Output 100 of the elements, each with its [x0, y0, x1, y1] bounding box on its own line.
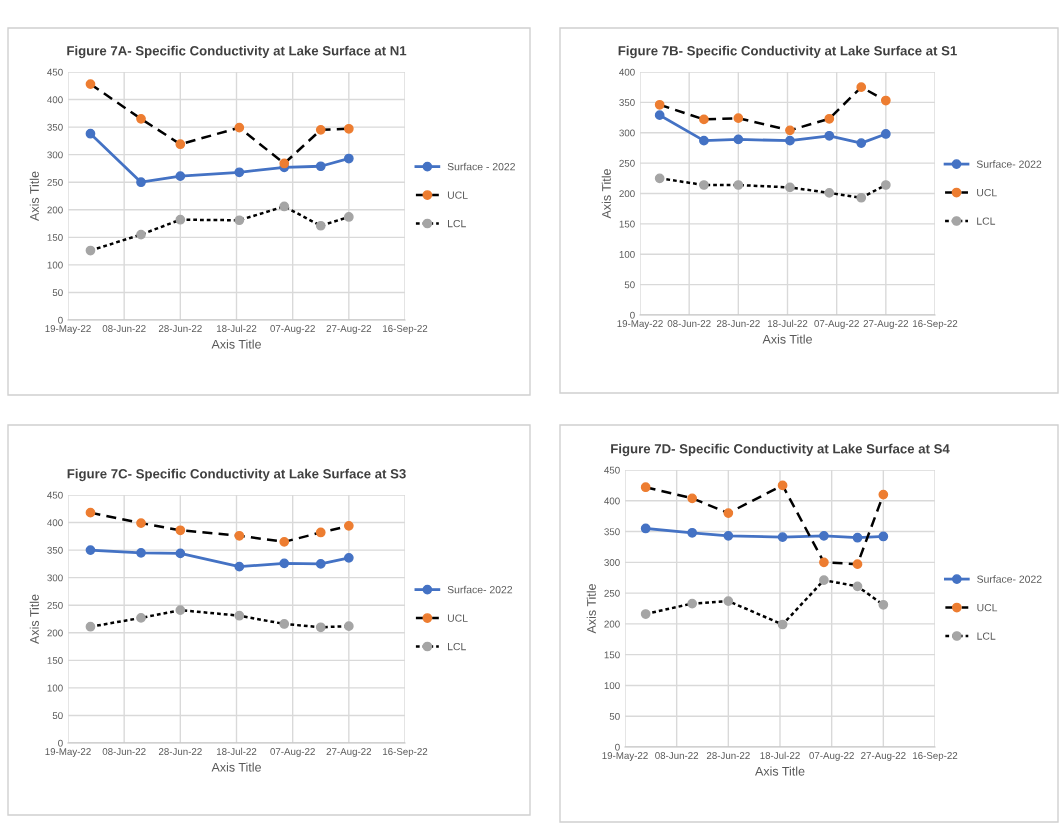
y-tick-label: 450	[47, 491, 63, 499]
x-tick-label: 27-Aug-22	[861, 752, 906, 761]
y-tick-label: 150	[47, 657, 63, 664]
x-tick-label: 08-Jun-22	[667, 320, 711, 327]
point	[856, 82, 867, 93]
point	[315, 125, 326, 135]
point	[824, 188, 835, 198]
point	[699, 114, 709, 125]
point	[136, 518, 146, 528]
point	[315, 527, 326, 538]
x-tick-label: 16-Sep-22	[383, 748, 428, 757]
y-tick-label: 50	[52, 712, 63, 720]
point	[687, 493, 698, 504]
y-tick-label: 400	[604, 497, 620, 505]
y-tick-label: 450	[604, 466, 620, 474]
y-axis-title: Axis Title	[29, 594, 39, 644]
legend-label: LCL	[977, 632, 996, 640]
point	[343, 621, 354, 632]
x-axis-title: Axis Title	[211, 339, 261, 349]
point	[819, 575, 829, 586]
y-tick-label: 400	[47, 96, 63, 104]
point	[699, 180, 709, 190]
x-tick-label: 18-Jul-22	[216, 747, 257, 755]
y-tick-label: 250	[47, 601, 63, 609]
point	[279, 558, 290, 569]
chart-title: Figure 7C- Specific Conductivity at Lake Surface at S3	[67, 468, 406, 482]
y-tick-label: 400	[47, 519, 63, 527]
y-tick-label: 300	[619, 129, 635, 137]
legend-label: Surface- 2022	[976, 160, 1042, 168]
x-axis-title: Axis Title	[211, 762, 261, 772]
point	[687, 527, 698, 538]
point	[733, 134, 744, 145]
point	[343, 212, 354, 222]
point	[654, 99, 665, 110]
x-axis-title: Axis Title	[762, 334, 812, 344]
chart-title: Figure 7A- Specific Conductivity at Lake Surface at N1	[67, 45, 407, 59]
legend-label: UCL	[447, 191, 468, 199]
point	[824, 130, 835, 141]
point	[136, 177, 146, 188]
legend-label: Surface - 2022	[447, 162, 515, 171]
y-axis-title: Axis Title	[601, 169, 611, 219]
y-tick-label: 100	[47, 261, 63, 269]
y-tick-label: 0	[615, 743, 620, 751]
point	[819, 557, 829, 568]
y-tick-label: 200	[47, 206, 63, 214]
y-tick-label: 100	[604, 682, 620, 690]
y-tick-label: 100	[619, 250, 635, 258]
point	[279, 201, 290, 212]
y-tick-label: 250	[47, 178, 63, 186]
point	[880, 95, 891, 106]
x-tick-label: 07-Aug-22	[270, 748, 315, 757]
y-tick-label: 400	[619, 68, 635, 76]
point	[234, 167, 245, 178]
y-tick-label: 200	[47, 629, 63, 637]
point	[85, 245, 96, 256]
point	[234, 561, 245, 572]
point	[654, 110, 665, 120]
y-tick-label: 250	[604, 589, 620, 597]
point	[880, 129, 891, 139]
point	[852, 581, 863, 592]
point	[687, 598, 698, 609]
x-tick-label: 16-Sep-22	[913, 320, 958, 329]
point	[343, 153, 354, 164]
point	[878, 489, 889, 500]
y-tick-label: 50	[609, 712, 620, 720]
point	[315, 220, 326, 231]
point	[85, 545, 96, 555]
point	[85, 79, 96, 89]
y-tick-label: 350	[619, 99, 635, 106]
point	[234, 610, 245, 621]
point	[136, 548, 146, 558]
point	[175, 171, 186, 182]
point	[777, 619, 788, 630]
legend-label: LCL	[448, 642, 466, 651]
y-axis-title: Axis Title	[586, 584, 596, 634]
legend-label: LCL	[448, 219, 466, 228]
point	[136, 613, 146, 623]
chart-title: Figure 7D- Specific Conductivity at Lake Surface at S4	[611, 443, 950, 457]
point	[824, 113, 835, 124]
legend-label: Surface- 2022	[447, 585, 513, 594]
point	[175, 605, 186, 616]
point	[785, 125, 795, 136]
x-tick-label: 28-Jun-22	[706, 752, 750, 759]
point	[856, 138, 867, 148]
legend-label: Surface- 2022	[977, 575, 1042, 583]
point	[723, 508, 734, 518]
point	[175, 214, 186, 225]
point	[234, 530, 245, 541]
point	[852, 532, 863, 543]
point	[136, 113, 146, 124]
x-tick-label: 08-Jun-22	[102, 325, 146, 332]
point	[640, 609, 651, 619]
x-tick-label: 16-Sep-22	[383, 325, 428, 334]
point	[234, 122, 245, 133]
point	[856, 192, 867, 203]
y-tick-label: 200	[619, 190, 635, 198]
chart-title: Figure 7B- Specific Conductivity at Lake Surface at S1	[618, 45, 957, 59]
y-tick-label: 300	[47, 574, 63, 582]
y-tick-label: 0	[58, 739, 63, 747]
legend-label: UCL	[977, 603, 998, 612]
